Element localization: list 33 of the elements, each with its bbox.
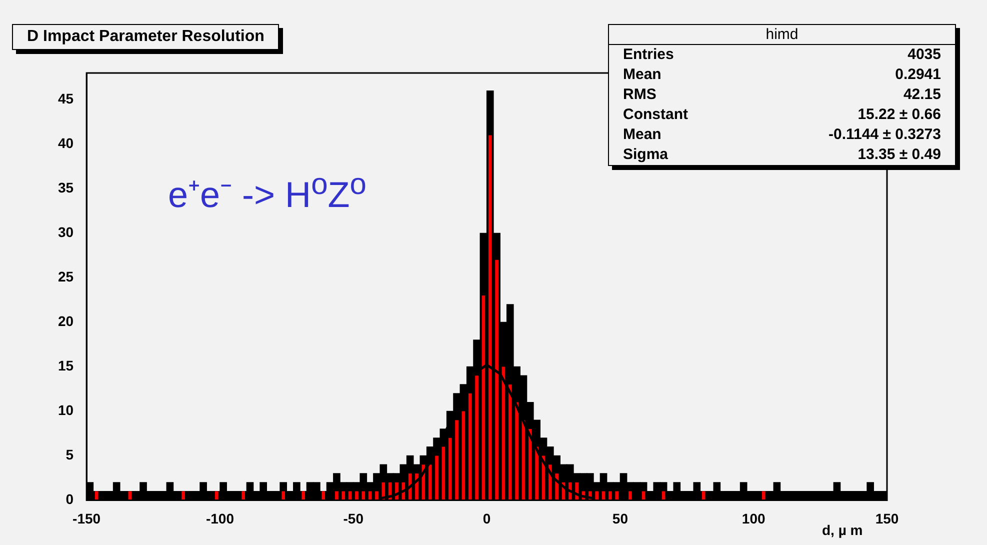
annotation: Mean <box>623 66 662 83</box>
x-tick-label: 0 <box>482 510 491 526</box>
x-axis-title: d, µ m <box>822 522 863 538</box>
text: himd <box>609 25 955 45</box>
annotation: RMS <box>623 86 656 103</box>
chart-title: D Impact Parameter Resolution <box>12 24 280 50</box>
x-tick-label: -100 <box>206 510 234 526</box>
x-tick-label: 100 <box>742 510 766 526</box>
y-tick-label: 40 <box>58 135 74 152</box>
annotation: Sigma <box>623 146 668 163</box>
text: 42.15 <box>903 86 941 103</box>
annotation: -0.1144 ± 0.3273 <box>828 126 941 143</box>
text: Entries <box>623 46 674 63</box>
annotation: 13.35 ± 0.49 <box>858 146 941 163</box>
y-tick-label: 10 <box>58 402 74 418</box>
y-tick-label: 20 <box>58 313 74 330</box>
y-tick-label: 5 <box>66 446 74 463</box>
x-tick-label: 50 <box>612 510 628 526</box>
y-tick-label: 25 <box>58 268 74 285</box>
annotation: 15.22 ± 0.66 <box>858 106 941 123</box>
annotation: e⁺e⁻ -> H$^{o}$Z$^{o}$ <box>168 168 366 217</box>
x-tick-label: -150 <box>72 510 101 526</box>
y-tick-label: 0 <box>66 491 74 508</box>
annotation: Mean <box>623 126 662 143</box>
y-tick-label: 35 <box>58 180 74 196</box>
x-tick-label: 150 <box>875 510 899 526</box>
text: 4035 <box>908 46 941 63</box>
y-tick-label: 45 <box>58 90 74 107</box>
y-tick-label: 15 <box>58 358 74 374</box>
y-tick-label: 30 <box>58 224 74 240</box>
text: 0.2941 <box>895 66 941 83</box>
annotation: Constant <box>623 106 688 123</box>
x-tick-label: -50 <box>343 510 364 526</box>
